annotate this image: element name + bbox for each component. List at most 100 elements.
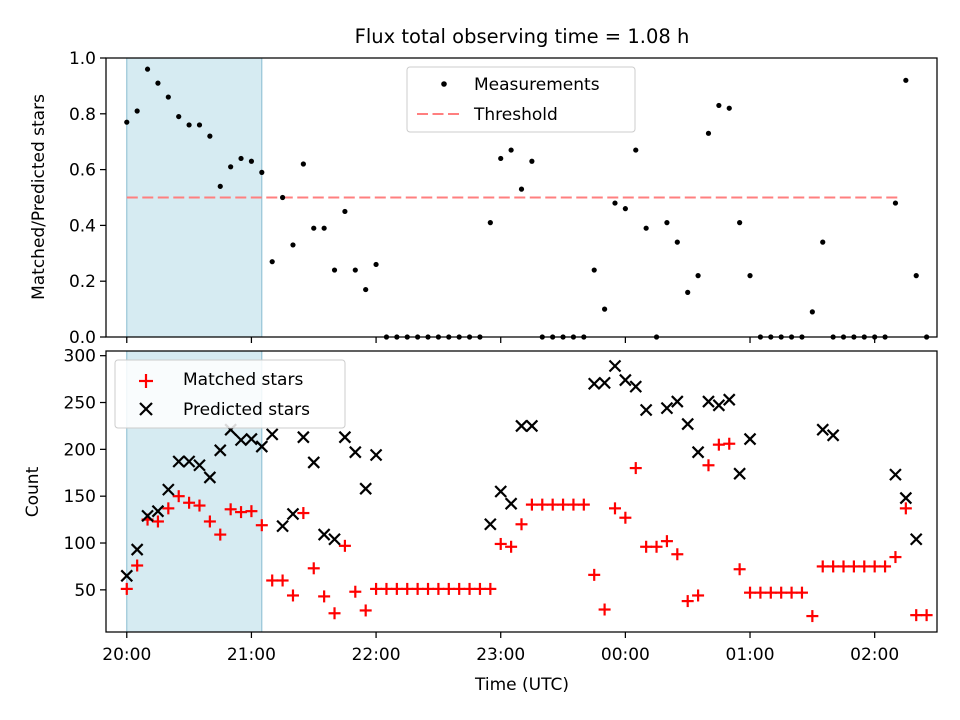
predicted-star-point — [130, 543, 144, 556]
predicted-star-point — [899, 491, 913, 505]
predicted-star-point — [120, 569, 134, 583]
measurement-point — [176, 113, 182, 120]
predicted-star-point — [141, 509, 154, 523]
predicted-star-point — [484, 518, 497, 531]
predicted-star-point — [639, 403, 653, 417]
bottom-y-tick-label: 200 — [64, 440, 96, 460]
measurement-point — [363, 286, 369, 293]
predicted-star-point — [826, 429, 840, 442]
x-tick-label: 22:00 — [352, 645, 401, 665]
predicted-star-point — [245, 432, 258, 446]
predicted-star-point — [816, 423, 830, 436]
predicted-star-point — [909, 532, 923, 546]
top-legend: Measurements Threshold — [406, 66, 636, 133]
measurement-point — [633, 147, 639, 153]
matched-star-point — [380, 582, 393, 595]
matched-star-point — [795, 586, 808, 599]
matched-star-point — [629, 462, 642, 475]
measurement-point — [352, 267, 358, 273]
predicted-star-point — [213, 444, 227, 457]
bottom-y-tick-label: 100 — [64, 534, 96, 554]
matched-star-point — [484, 582, 497, 595]
matched-star-point — [224, 503, 237, 516]
measurement-point — [144, 66, 151, 72]
bottom-y-axis-label: Count — [23, 466, 43, 517]
matched-star-point — [193, 499, 206, 512]
predicted-star-point — [328, 532, 341, 546]
x-tick-label: 23:00 — [476, 645, 525, 665]
predicted-star-point — [722, 393, 736, 406]
measurement-point — [529, 158, 535, 164]
matched-star-point — [536, 498, 549, 511]
matched-star-point — [764, 586, 777, 599]
matched-star-point — [276, 574, 289, 587]
predicted-star-point — [619, 373, 632, 387]
matched-star-point — [712, 438, 725, 451]
measurement-point — [196, 122, 203, 128]
matched-star-point — [411, 582, 424, 595]
matched-star-point — [162, 502, 175, 515]
measurement-point — [508, 147, 514, 153]
bottom-plot-frame — [105, 350, 938, 633]
predicted-star-point — [369, 448, 383, 462]
matched-star-point — [328, 607, 341, 620]
matched-star-point — [183, 496, 196, 509]
matched-star-point — [598, 603, 611, 616]
top-y-axis: 0.0 0.2 0.4 0.6 0.8 1.0 — [69, 49, 106, 348]
top-plot-panel: 0.0 0.2 0.4 0.6 0.8 1.0 Matched/Predicted sta… — [29, 49, 938, 348]
measurement-point — [331, 267, 338, 273]
matched-star-point — [899, 502, 912, 515]
top-y-tick-label: 0.2 — [69, 272, 96, 292]
matched-star-point — [494, 537, 507, 550]
predicted-star-point — [349, 445, 362, 459]
predicted-star-point — [193, 458, 206, 472]
matched-star-point — [401, 582, 414, 595]
measurement-point — [809, 309, 815, 315]
matched-star-point — [525, 498, 538, 511]
predicted-star-point — [162, 483, 175, 496]
top-plot-frame — [105, 57, 938, 338]
matched-star-point — [868, 560, 881, 573]
bottom-legend: Matched stars Predicted stars — [114, 359, 346, 429]
matched-star-point — [785, 586, 798, 599]
matched-star-point — [910, 609, 923, 622]
measurement-point — [674, 239, 680, 245]
predicted-star-point — [743, 432, 757, 446]
predicted-star-point — [504, 497, 518, 510]
measurement-point — [892, 200, 899, 206]
measurement-point — [238, 155, 244, 162]
predicted-star-point — [286, 507, 300, 521]
matched-star-point — [577, 498, 590, 511]
matched-star-point — [827, 560, 840, 573]
predicted-star-point — [265, 428, 279, 441]
matched-star-point — [557, 498, 570, 511]
measurement-point — [300, 161, 306, 167]
predicted-star-point — [629, 380, 643, 393]
measurement-point — [124, 119, 130, 125]
matched-star-point — [858, 560, 871, 573]
count-series — [120, 359, 933, 623]
measurement-point — [373, 261, 379, 268]
matched-star-point — [307, 562, 320, 575]
matched-star-point — [588, 568, 601, 581]
measurement-point — [726, 105, 732, 111]
matched-star-point — [131, 559, 144, 572]
matched-star-point — [370, 582, 383, 595]
matched-star-point — [151, 515, 164, 528]
measurement-point — [602, 306, 608, 312]
matched-star-point — [660, 535, 673, 548]
predicted-star-point — [660, 401, 674, 415]
x-tick-label: 01:00 — [726, 645, 775, 665]
predicted-star-point — [338, 430, 352, 444]
predicted-star-point — [587, 377, 601, 391]
matched-star-point — [235, 506, 248, 519]
bottom-y-tick-label: 50 — [74, 581, 96, 601]
measurement-point — [685, 289, 691, 295]
matched-star-point — [640, 540, 653, 553]
matched-star-point — [650, 540, 663, 553]
x-tick-label: 00:00 — [601, 645, 650, 665]
bottom-y-tick-label: 300 — [64, 347, 96, 367]
matched-star-point — [505, 540, 518, 553]
measurement-point — [217, 183, 223, 189]
